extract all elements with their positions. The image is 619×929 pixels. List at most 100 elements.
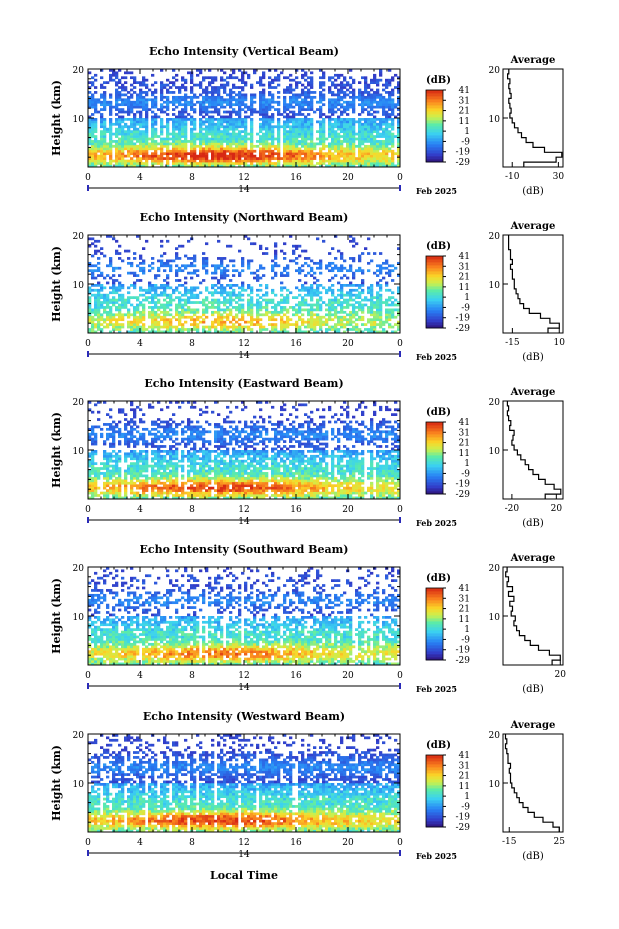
heatmap-cell xyxy=(307,113,311,116)
heatmap-cell xyxy=(331,122,335,126)
heatmap-cell xyxy=(349,323,353,326)
heatmap-cell xyxy=(88,401,92,404)
heatmap-cell xyxy=(295,147,299,151)
heatmap-cell xyxy=(145,93,149,97)
heatmap-cell xyxy=(130,452,134,456)
heatmap-cell xyxy=(319,83,323,87)
heatmap-cell xyxy=(244,81,248,84)
heatmap-cell xyxy=(97,110,101,114)
heatmap-cell xyxy=(163,95,167,99)
heatmap-cell xyxy=(97,328,101,331)
heatmap-cell xyxy=(130,462,134,465)
heatmap-cell xyxy=(166,318,170,322)
heatmap-cell xyxy=(130,325,134,329)
heatmap-cell xyxy=(139,313,143,317)
heatmap-cell xyxy=(268,144,272,148)
heatmap-cell xyxy=(319,154,323,158)
heatmap-cell xyxy=(346,142,350,146)
heatmap-cell xyxy=(340,266,344,270)
heatmap-cell xyxy=(193,264,197,268)
heatmap-cell xyxy=(298,132,302,136)
heatmap-cell xyxy=(103,137,107,141)
heatmap-cell xyxy=(130,118,134,121)
heatmap-cell xyxy=(268,159,272,163)
heatmap-cell xyxy=(181,103,185,107)
heatmap-cell xyxy=(352,103,356,107)
heatmap-cell xyxy=(361,127,365,131)
heatmap-cell xyxy=(373,118,377,121)
heatmap-cell xyxy=(178,132,182,136)
heatmap-cell xyxy=(127,271,131,275)
heatmap-cell xyxy=(133,281,137,285)
heatmap-cell xyxy=(121,125,125,129)
heatmap-cell xyxy=(397,130,401,133)
heatmap-cell xyxy=(385,152,389,156)
heatmap-cell xyxy=(118,164,122,168)
heatmap-cell xyxy=(112,328,116,331)
heatmap-cell xyxy=(289,95,293,99)
heatmap-cell xyxy=(91,254,95,258)
heatmap-cell xyxy=(178,142,182,146)
heatmap-cell xyxy=(289,125,293,129)
heatmap-cell xyxy=(124,427,128,431)
heatmap-cell xyxy=(367,306,371,309)
heatmap-cell xyxy=(214,325,218,329)
heatmap-cell xyxy=(178,100,182,104)
heatmap-cell xyxy=(397,88,401,92)
heatmap-cell xyxy=(214,298,218,302)
heatmap-cell xyxy=(262,100,266,104)
heatmap-cell xyxy=(391,122,395,126)
heatmap-cell xyxy=(307,122,311,126)
heatmap-cell xyxy=(172,130,176,133)
heatmap-cell xyxy=(247,105,251,109)
heatmap-cell xyxy=(118,330,122,334)
colorbar-segment xyxy=(426,96,443,100)
heatmap-cell xyxy=(199,149,203,153)
heatmap-cell xyxy=(238,125,242,129)
heatmap-cell xyxy=(109,73,113,77)
heatmap-cell xyxy=(349,284,353,287)
heatmap-cell xyxy=(382,266,386,270)
heatmap-cell xyxy=(226,144,230,148)
heatmap-cell xyxy=(241,142,245,146)
heatmap-cell xyxy=(304,115,308,119)
heatmap-cell xyxy=(115,122,119,126)
heatmap-cell xyxy=(226,293,230,297)
heatmap-cell xyxy=(88,486,92,490)
heatmap-cell xyxy=(304,137,308,141)
heatmap-cell xyxy=(223,100,227,104)
heatmap-cell xyxy=(295,83,299,87)
heatmap-cell xyxy=(166,105,170,109)
heatmap-cell xyxy=(88,162,92,165)
heatmap-cell xyxy=(88,125,92,129)
heatmap-cell xyxy=(292,127,296,131)
heatmap-cell xyxy=(262,274,266,277)
heatmap-cell xyxy=(307,135,311,138)
heatmap-cell xyxy=(130,159,134,163)
heatmap-cell xyxy=(214,306,218,309)
heatmap-cell xyxy=(247,303,251,307)
heatmap-cell xyxy=(286,325,290,329)
heatmap-cell xyxy=(289,291,293,295)
heatmap-cell xyxy=(250,152,254,156)
heatmap-cell xyxy=(373,147,377,151)
heatmap-cell xyxy=(250,86,254,89)
heatmap-cell xyxy=(145,78,149,82)
heatmap-cell xyxy=(181,298,185,302)
heatmap-cell xyxy=(190,264,194,268)
heatmap-cell xyxy=(337,281,341,285)
heatmap-cell xyxy=(331,140,335,143)
heatmap-cell xyxy=(298,120,302,124)
heatmap-cell xyxy=(232,293,236,297)
heatmap-cell xyxy=(343,164,347,168)
heatmap-cell xyxy=(187,95,191,99)
heatmap-cell xyxy=(385,144,389,148)
heatmap-cell xyxy=(349,264,353,268)
heatmap-cell xyxy=(370,122,374,126)
heatmap-cell xyxy=(184,140,188,143)
heatmap-cell xyxy=(139,144,143,148)
heatmap-cell xyxy=(262,76,266,80)
heatmap-cell xyxy=(193,320,197,324)
heatmap-cell xyxy=(370,144,374,148)
heatmap-cell xyxy=(361,130,365,133)
